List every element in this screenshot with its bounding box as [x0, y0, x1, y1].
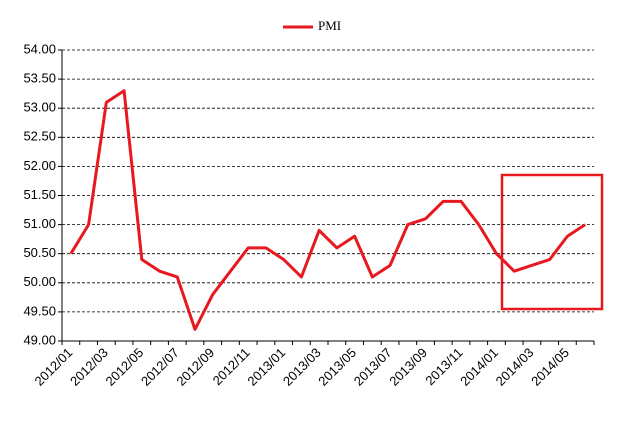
highlight-box	[500, 173, 604, 311]
x-tick-label: 2012/03	[67, 345, 111, 389]
y-tick-label: 49.50	[23, 303, 56, 318]
x-tick-label: 2012/09	[173, 345, 217, 389]
x-tick-label: 2013/11	[422, 345, 465, 388]
y-tick-label: 52.00	[23, 158, 56, 173]
x-tick-label: 2014/03	[493, 345, 537, 389]
y-tick-label: 49.00	[23, 332, 56, 347]
y-tick-label: 50.50	[23, 245, 56, 260]
x-tick-label: 2013/03	[280, 345, 324, 389]
x-tick-label: 2013/05	[315, 345, 359, 389]
y-tick-label: 53.50	[23, 71, 56, 86]
y-tick-label: 52.50	[23, 129, 56, 144]
x-tick-label: 2012/07	[138, 345, 182, 389]
y-tick-label: 53.00	[23, 100, 56, 115]
x-tick-label: 2013/01	[244, 345, 288, 389]
line	[69, 89, 586, 331]
x-tick-label: 2012/11	[210, 345, 253, 388]
x-tick-label: 2012/01	[32, 345, 76, 389]
legend-text: PMI	[318, 18, 341, 33]
y-tick-label: 51.50	[23, 187, 56, 202]
x-tick-label: 2013/09	[386, 345, 430, 389]
y-tick-label: 51.00	[23, 216, 56, 231]
y-tick-label: 50.00	[23, 274, 56, 289]
y-tick-label: 54.00	[23, 41, 56, 56]
x-tick-label: 2013/07	[351, 345, 395, 389]
x-tick-label: 2012/05	[103, 345, 147, 389]
x-tick-label: 2014/05	[528, 345, 572, 389]
x-tick-label: 2014/01	[457, 345, 501, 389]
